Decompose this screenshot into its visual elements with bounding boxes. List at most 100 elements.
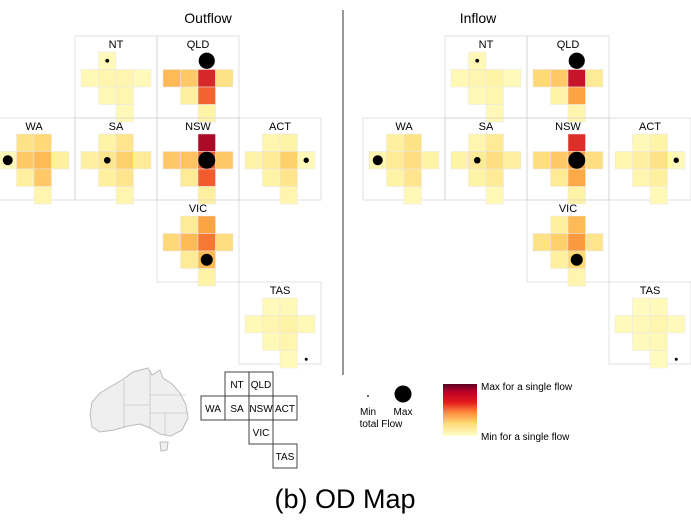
flow-cell-tas-2-1 [279, 315, 298, 334]
flow-cell-vic-3-1 [585, 233, 604, 252]
state-label-act: ACT [639, 121, 661, 133]
flow-cell-nsw-1-1 [550, 151, 569, 170]
flow-cell-nsw-1-2 [550, 168, 569, 187]
flow-cell-qld-2-3 [567, 104, 586, 123]
flow-cell-nt-2-1 [485, 69, 504, 88]
state-group-nt: NT [444, 35, 528, 123]
state-group-vic: VIC [526, 199, 610, 287]
total-flow-marker-wa [372, 155, 383, 166]
flow-cell-vic-2-3 [197, 268, 216, 287]
flow-cell-qld-3-1 [585, 69, 604, 88]
flow-cell-act-1-1 [632, 151, 651, 170]
flow-cell-vic-0-1 [532, 233, 551, 252]
flow-cell-act-2-3 [649, 186, 668, 205]
flow-cell-act-1-0 [262, 133, 281, 152]
flow-cell-qld-2-3 [197, 104, 216, 123]
flow-cell-qld-1-1 [550, 69, 569, 88]
flow-cell-wa-1-2 [386, 168, 405, 187]
total-flow-marker-qld [568, 52, 585, 69]
inflow-title: Inflow [460, 10, 497, 26]
color-legend-max-label: Max for a single flow [481, 382, 573, 393]
flow-cell-nsw-2-2 [567, 168, 586, 187]
flow-cell-wa-2-2 [403, 168, 422, 187]
flow-cell-nsw-1-2 [180, 168, 199, 187]
flow-cell-vic-2-1 [567, 233, 586, 252]
australia-mainland [89, 367, 189, 437]
state-label-sa: SA [479, 121, 494, 133]
layout-legend-label-tas: TAS [276, 452, 295, 463]
figure-caption: (b) OD Map [274, 484, 415, 514]
flow-cell-sa-2-3 [485, 186, 504, 205]
state-label-qld: QLD [557, 39, 580, 51]
state-label-qld: QLD [187, 39, 210, 51]
flow-cell-nt-1-2 [468, 86, 487, 105]
layout-legend-box-act [272, 395, 298, 421]
flow-cell-tas-1-2 [632, 332, 651, 351]
state-label-nsw: NSW [555, 121, 581, 133]
flow-cell-act-2-2 [649, 168, 668, 187]
flow-cell-tas-1-1 [632, 315, 651, 334]
flow-cell-tas-3-1 [667, 315, 686, 334]
state-group-sa: SA [444, 117, 528, 205]
size-legend-max-label: Max [394, 407, 413, 418]
total-flow-marker-nt [105, 58, 110, 63]
flow-cell-qld-2-1 [197, 69, 216, 88]
color-legend-ramp [443, 384, 477, 436]
state-group-tas: TAS [608, 281, 691, 369]
flow-cell-nt-0-1 [450, 69, 469, 88]
total-flow-marker-act [303, 157, 309, 163]
flow-cell-nsw-1-1 [180, 151, 199, 170]
total-flow-marker-act [673, 157, 679, 163]
flow-cell-nt-1-2 [98, 86, 117, 105]
flow-cell-sa-1-0 [468, 133, 487, 152]
flow-cell-sa-2-2 [115, 168, 134, 187]
layout-legend-label-qld: QLD [251, 380, 272, 391]
total-flow-marker-vic [200, 253, 213, 266]
size-legend: Min Max total Flow [360, 385, 413, 430]
state-label-act: ACT [269, 121, 291, 133]
state-group-wa: WA [0, 117, 76, 205]
flow-cell-tas-2-0 [649, 297, 668, 316]
state-group-nsw: NSW [156, 117, 240, 205]
flow-cell-sa-1-2 [468, 168, 487, 187]
flow-cell-wa-2-0 [403, 133, 422, 152]
layout-legend-label-vic: VIC [253, 428, 270, 439]
flow-cell-act-1-2 [262, 168, 281, 187]
state-group-qld: QLD [526, 35, 610, 123]
flow-cell-sa-2-1 [115, 151, 134, 170]
flow-cell-act-2-1 [649, 151, 668, 170]
flow-cell-nt-3-1 [133, 69, 152, 88]
flow-cell-wa-1-1 [386, 151, 405, 170]
flow-cell-tas-2-0 [279, 297, 298, 316]
flow-cell-act-2-1 [279, 151, 298, 170]
total-flow-marker-qld [198, 52, 215, 69]
flow-cell-vic-2-0 [567, 215, 586, 234]
flow-cell-tas-2-3 [649, 350, 668, 369]
flow-cell-tas-1-2 [262, 332, 281, 351]
state-group-tas: TAS [238, 281, 322, 369]
flow-cell-qld-2-1 [567, 69, 586, 88]
flow-cell-qld-0-1 [162, 69, 181, 88]
state-group-wa: WA [362, 117, 446, 205]
state-group-nt: NT [74, 35, 158, 123]
state-label-vic: VIC [559, 203, 577, 215]
flow-cell-sa-3-1 [503, 151, 522, 170]
flow-cell-nsw-2-3 [567, 186, 586, 205]
flow-cell-vic-3-1 [215, 233, 234, 252]
flow-cell-nt-2-2 [115, 86, 134, 105]
total-flow-marker-tas [674, 357, 678, 361]
flow-cell-nsw-2-3 [197, 186, 216, 205]
flow-cell-act-1-1 [262, 151, 281, 170]
layout-legend-label-wa: WA [205, 404, 221, 415]
layout-legend-box-nsw [248, 395, 274, 421]
state-label-nsw: NSW [185, 121, 211, 133]
size-legend-min-label: Min [360, 407, 376, 418]
flow-cell-act-1-0 [632, 133, 651, 152]
flow-cell-qld-3-1 [215, 69, 234, 88]
flow-cell-act-2-0 [279, 133, 298, 152]
state-label-nt: NT [109, 39, 124, 51]
flow-cell-act-2-2 [279, 168, 298, 187]
flow-cell-nt-1-1 [468, 69, 487, 88]
state-group-act: ACT [238, 117, 322, 205]
color-legend-min-label: Min for a single flow [481, 432, 570, 443]
